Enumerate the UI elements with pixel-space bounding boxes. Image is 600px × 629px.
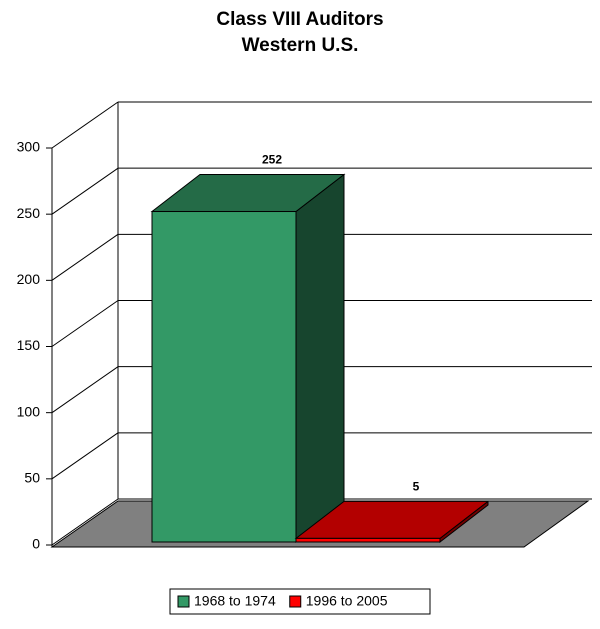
y-tick-label: 200 — [17, 271, 41, 287]
grid-line — [51, 432, 119, 480]
bar-side — [295, 173, 345, 544]
grid-line — [51, 498, 119, 546]
legend-label: 1996 to 2005 — [306, 593, 388, 609]
y-tick-label: 50 — [24, 470, 40, 486]
grid-line — [51, 167, 119, 215]
y-tick-label: 0 — [32, 536, 40, 552]
legend-label: 1968 to 1974 — [194, 593, 276, 609]
legend-swatch — [289, 595, 302, 608]
chart-title: Class VIII Auditors — [216, 9, 383, 30]
y-tick-label: 250 — [17, 205, 41, 221]
grid-line — [51, 366, 119, 414]
value-label: 5 — [413, 480, 420, 494]
grid-line — [51, 233, 119, 281]
y-tick-label: 300 — [17, 139, 41, 155]
y-tick-label: 150 — [17, 337, 41, 353]
bar-front — [151, 211, 297, 543]
grid-line — [51, 101, 119, 149]
chart-subtitle: Western U.S. — [242, 35, 359, 56]
grid-line — [51, 300, 119, 347]
y-tick-label: 100 — [17, 403, 41, 419]
bar-front — [295, 537, 441, 543]
legend-swatch — [177, 595, 190, 608]
value-label: 252 — [262, 153, 282, 167]
